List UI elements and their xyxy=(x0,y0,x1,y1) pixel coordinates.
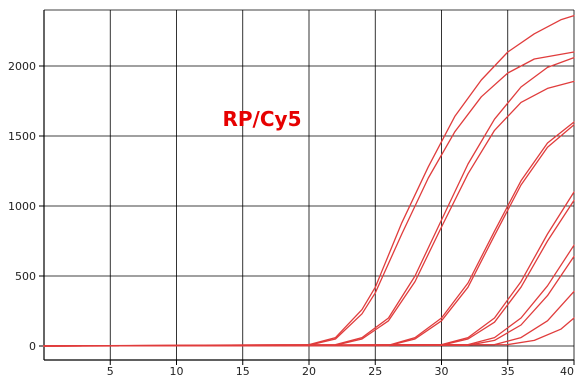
series-line-1 xyxy=(43,14,575,347)
series-line-4 xyxy=(43,80,575,347)
y-tick-label-1500: 1500 xyxy=(8,130,36,143)
series-lines xyxy=(43,14,575,347)
series-line-2 xyxy=(43,51,575,347)
x-tick-label-40: 40 xyxy=(560,365,574,376)
y-tick-label-1000: 1000 xyxy=(8,200,36,213)
series-line-6 xyxy=(43,124,575,347)
x-tick-label-15: 15 xyxy=(236,365,250,376)
grid xyxy=(44,10,575,360)
series-line-3 xyxy=(43,56,575,347)
axes xyxy=(39,9,575,365)
x-tick-label-10: 10 xyxy=(170,365,184,376)
x-tick-label-30: 30 xyxy=(435,365,449,376)
series-line-12 xyxy=(43,317,575,347)
y-tick-label-0: 0 xyxy=(29,340,36,353)
x-tick-label-5: 5 xyxy=(107,365,114,376)
x-tick-label-20: 20 xyxy=(302,365,316,376)
x-tick-label-25: 25 xyxy=(368,365,382,376)
y-tick-label-500: 500 xyxy=(15,270,36,283)
x-tick-label-35: 35 xyxy=(501,365,515,376)
tick-labels: 0 500 1000 1500 2000 5 10 15 20 25 30 35 40 xyxy=(8,60,574,376)
chart-annotation: RP/Cy5 xyxy=(223,107,302,131)
y-tick-label-2000: 2000 xyxy=(8,60,36,73)
